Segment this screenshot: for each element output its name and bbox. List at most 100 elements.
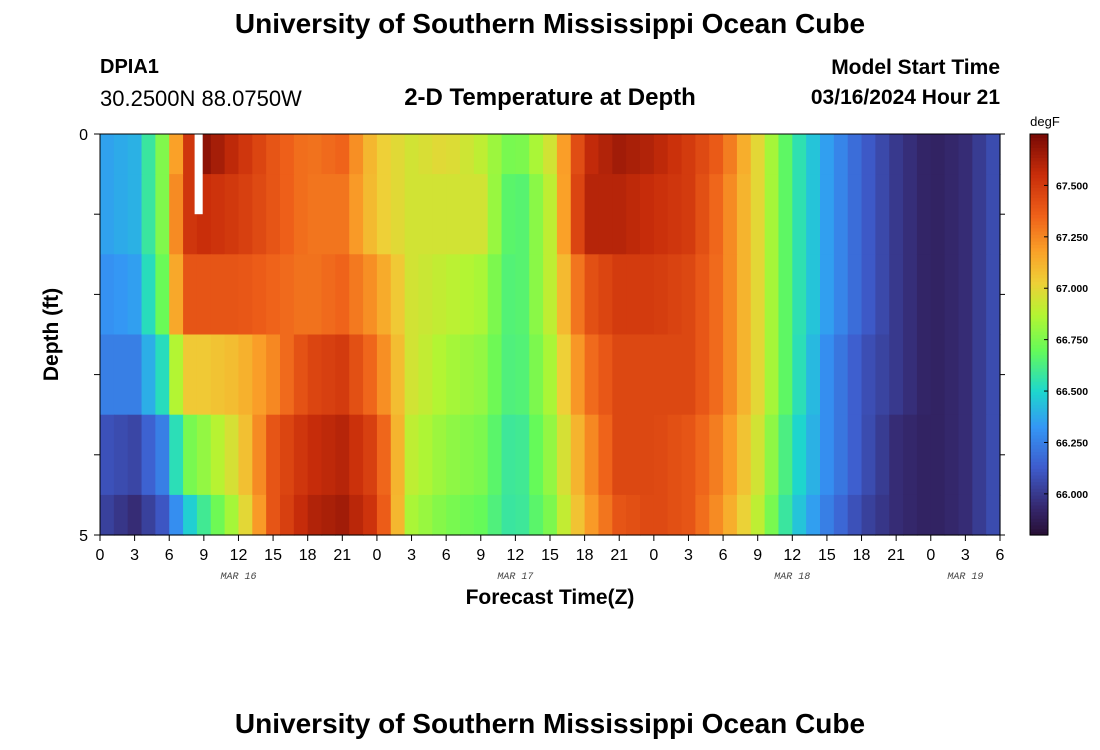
heatmap-cell bbox=[750, 494, 766, 536]
heatmap-cell bbox=[487, 134, 503, 175]
colorbar-swatch bbox=[1030, 361, 1048, 366]
heatmap-cell bbox=[127, 254, 143, 336]
heatmap-cell bbox=[335, 494, 350, 536]
colorbar-swatch bbox=[1030, 371, 1048, 376]
heatmap-cell bbox=[598, 494, 613, 536]
heatmap-cell bbox=[376, 254, 392, 336]
heatmap-cell bbox=[183, 414, 198, 496]
x-tick-label: 0 bbox=[96, 547, 105, 564]
colorbar-swatch bbox=[1030, 504, 1048, 509]
heatmap-cell bbox=[820, 414, 835, 496]
colorbar-swatch bbox=[1030, 357, 1048, 362]
heatmap-cell bbox=[183, 134, 198, 175]
x-tick-label: 3 bbox=[961, 547, 970, 564]
colorbar-swatch bbox=[1030, 424, 1048, 429]
heatmap-cell bbox=[196, 254, 212, 336]
heatmap-cell bbox=[127, 134, 143, 175]
footer-title: University of Southern Mississippi Ocean… bbox=[234, 708, 866, 739]
heatmap-cell bbox=[307, 414, 323, 496]
heatmap-cell bbox=[169, 174, 184, 255]
heatmap-cell bbox=[501, 334, 516, 416]
x-tick-label: 3 bbox=[684, 547, 693, 564]
heatmap-cell bbox=[293, 174, 309, 255]
colorbar-swatch bbox=[1030, 227, 1048, 232]
heatmap-cell bbox=[736, 134, 752, 175]
heatmap-cell bbox=[141, 254, 156, 336]
heatmap-cell bbox=[640, 414, 655, 496]
heatmap-cell bbox=[764, 134, 780, 175]
heatmap-cell bbox=[169, 134, 184, 175]
heatmap-cell bbox=[792, 134, 807, 175]
heatmap-cell bbox=[626, 174, 641, 255]
heatmap-cell bbox=[944, 174, 960, 255]
colorbar-swatch bbox=[1030, 494, 1048, 499]
heatmap-cell bbox=[529, 134, 544, 175]
heatmap-cell bbox=[543, 174, 558, 255]
x-tick-label: 9 bbox=[753, 547, 762, 564]
heatmap-cell bbox=[778, 254, 793, 336]
heatmap-cell bbox=[307, 134, 323, 175]
heatmap-cell bbox=[653, 414, 669, 496]
heatmap-cell bbox=[113, 494, 129, 536]
colorbar-swatch bbox=[1030, 414, 1048, 419]
x-tick-label: 18 bbox=[299, 547, 317, 564]
heatmap-cell bbox=[640, 174, 655, 255]
colorbar-swatch bbox=[1030, 317, 1048, 322]
heatmap-cell bbox=[252, 494, 267, 536]
colorbar-swatch bbox=[1030, 247, 1048, 252]
heatmap-cell bbox=[252, 414, 267, 496]
heatmap-cell bbox=[127, 494, 143, 536]
heatmap-cell bbox=[460, 494, 475, 536]
heatmap-cell bbox=[612, 134, 627, 175]
colorbar-swatch bbox=[1030, 367, 1048, 372]
heatmap-cell bbox=[861, 494, 876, 536]
heatmap-cell bbox=[210, 494, 226, 536]
colorbar-swatch bbox=[1030, 481, 1048, 486]
colorbar-swatch bbox=[1030, 187, 1048, 192]
heatmap-cell bbox=[487, 334, 503, 416]
heatmap-cell bbox=[806, 254, 821, 336]
heatmap-cell bbox=[252, 334, 267, 416]
colorbar-swatch bbox=[1030, 524, 1048, 529]
heatmap-cell bbox=[930, 174, 946, 255]
heatmap-cell bbox=[238, 134, 253, 175]
colorbar-swatch bbox=[1030, 230, 1048, 235]
heatmap-cell bbox=[944, 414, 960, 496]
heatmap-cell bbox=[695, 494, 710, 536]
colorbar-swatch bbox=[1030, 434, 1048, 439]
colorbar-swatch bbox=[1030, 210, 1048, 215]
heatmap-cell bbox=[584, 494, 600, 536]
heatmap-cell bbox=[916, 334, 932, 416]
chart-subtitle: 2-D Temperature at Depth bbox=[404, 84, 696, 111]
heatmap-cell bbox=[210, 254, 226, 336]
heatmap-cell bbox=[515, 174, 530, 255]
heatmap-cell bbox=[335, 334, 350, 416]
heatmap-cell bbox=[986, 174, 1001, 255]
heatmap-cell bbox=[224, 334, 240, 416]
colorbar-swatch bbox=[1030, 484, 1048, 489]
heatmap-cell bbox=[778, 494, 793, 536]
heatmap-cell bbox=[155, 134, 170, 175]
heatmap-cell bbox=[667, 414, 683, 496]
colorbar-swatch bbox=[1030, 154, 1048, 158]
x-tick-label: 18 bbox=[853, 547, 871, 564]
heatmap-cell bbox=[653, 254, 669, 336]
colorbar-swatch bbox=[1030, 197, 1048, 202]
heatmap-cell bbox=[210, 414, 226, 496]
heatmap-cell bbox=[363, 134, 378, 175]
heatmap-cell bbox=[903, 254, 918, 336]
x-tick-label: 0 bbox=[372, 547, 381, 564]
heatmap-cell bbox=[113, 334, 129, 416]
heatmap-cell bbox=[335, 254, 350, 336]
heatmap-cell bbox=[626, 334, 641, 416]
colorbar-unit: degF bbox=[1030, 114, 1060, 129]
colorbar-swatch bbox=[1030, 264, 1048, 269]
colorbar-swatch bbox=[1030, 170, 1048, 175]
heatmap-cell bbox=[612, 334, 627, 416]
heatmap-cell bbox=[986, 334, 1001, 416]
x-tick-label: 21 bbox=[887, 547, 905, 564]
heatmap-cell bbox=[847, 334, 863, 416]
heatmap-cell bbox=[695, 414, 710, 496]
heatmap-cell bbox=[529, 254, 544, 336]
heatmap-cell bbox=[612, 494, 627, 536]
